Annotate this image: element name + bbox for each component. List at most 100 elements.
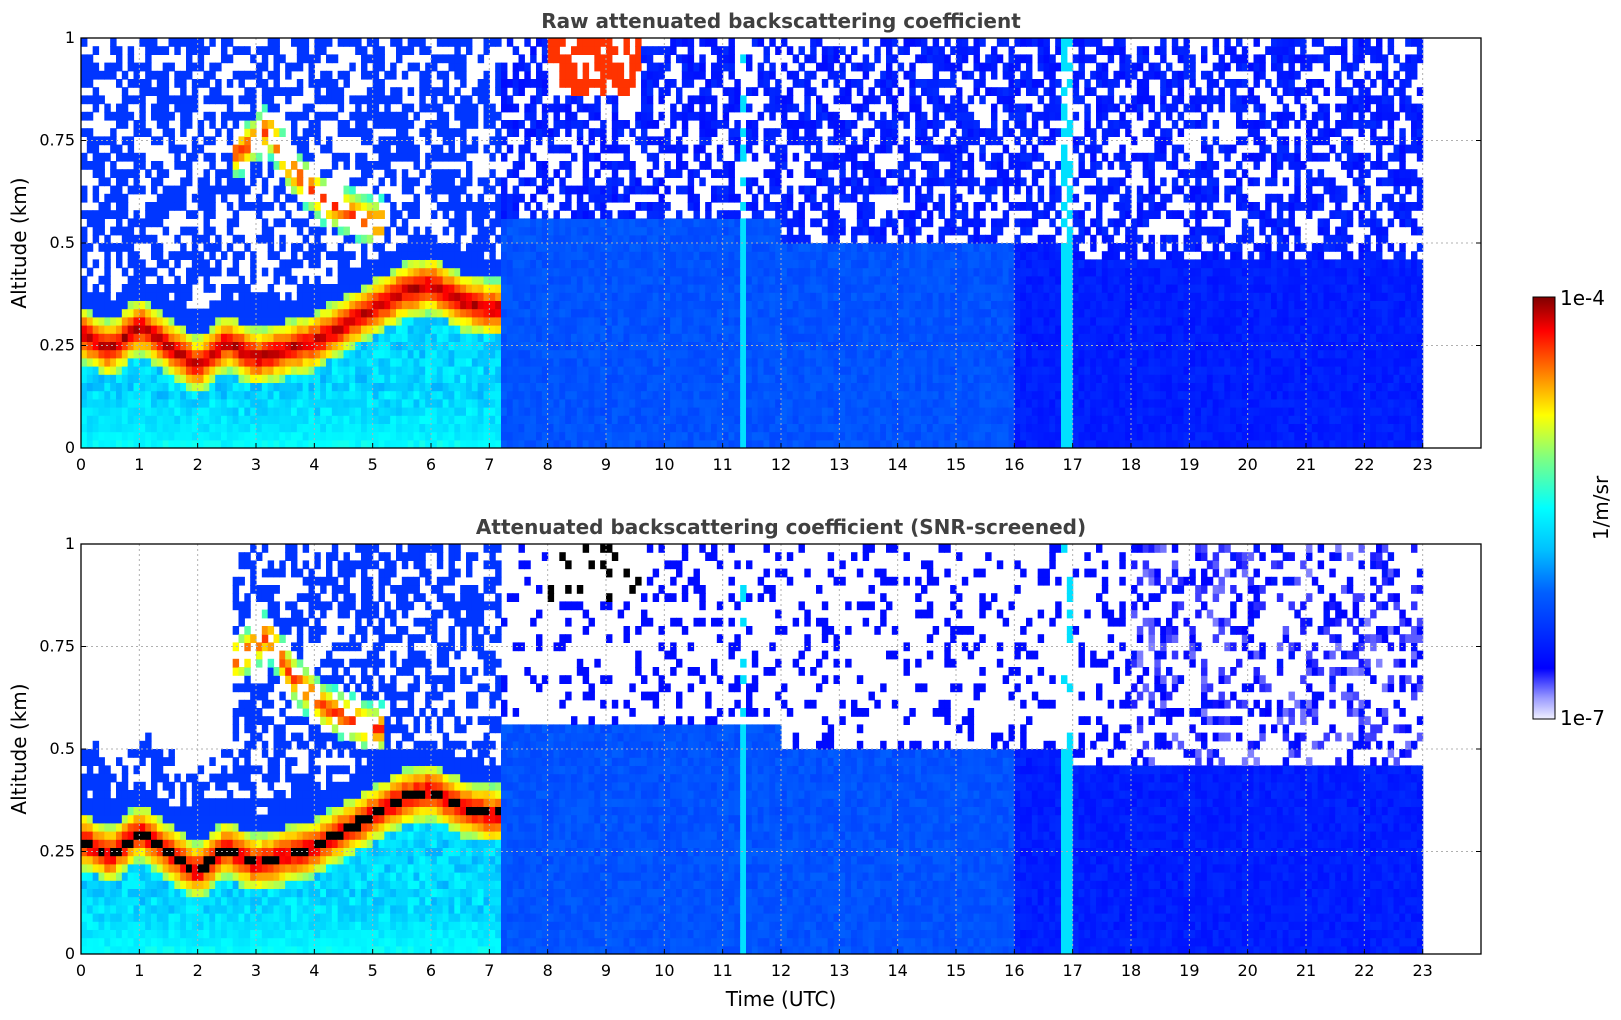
heatmap-cell	[594, 54, 601, 64]
heatmap-cell	[104, 300, 111, 310]
heatmap-cell	[553, 407, 560, 416]
heatmap-cell	[786, 193, 794, 203]
heatmap-cell	[483, 300, 490, 310]
heatmap-cell	[751, 193, 759, 203]
heatmap-cell	[740, 152, 747, 162]
heatmap-cell	[436, 54, 444, 64]
heatmap-cell	[209, 349, 216, 359]
heatmap-cell	[250, 431, 257, 441]
heatmap-cell	[588, 46, 595, 55]
heatmap-cell	[186, 431, 193, 441]
heatmap-cell	[174, 202, 181, 211]
heatmap-cell	[197, 308, 205, 318]
heatmap-cell	[320, 284, 327, 293]
heatmap-cell	[471, 349, 479, 359]
heatmap-cell	[705, 341, 712, 351]
heatmap-cell	[384, 316, 391, 326]
heatmap-cell	[746, 202, 753, 211]
heatmap-cell	[133, 284, 140, 293]
heatmap-cell	[670, 259, 677, 269]
heatmap-cell	[436, 374, 444, 383]
heatmap-cell	[232, 439, 240, 448]
heatmap-cell	[734, 308, 741, 318]
heatmap-cell	[209, 185, 216, 195]
heatmap-cell	[331, 382, 339, 392]
heatmap-cell	[261, 398, 269, 408]
heatmap-cell	[821, 390, 829, 400]
heatmap-cell	[699, 267, 706, 277]
heatmap-cell	[617, 87, 625, 96]
heatmap-cell	[162, 423, 170, 433]
heatmap-cell	[547, 415, 555, 424]
heatmap-cell	[448, 374, 455, 383]
heatmap-cell	[238, 111, 245, 121]
heatmap-cell	[839, 292, 846, 301]
heatmap-cell	[215, 415, 222, 424]
heatmap-cell	[232, 333, 240, 342]
heatmap-cell	[244, 407, 251, 416]
heatmap-cell	[296, 46, 304, 55]
heatmap-cell	[431, 251, 438, 260]
heatmap-cell	[530, 316, 537, 326]
heatmap-cell	[162, 390, 170, 400]
heatmap-cell	[763, 275, 770, 285]
heatmap-cell	[489, 259, 496, 269]
heatmap-cell	[681, 185, 689, 195]
heatmap-cell	[401, 70, 409, 80]
heatmap-cell	[740, 325, 747, 334]
heatmap-cell	[623, 218, 630, 228]
heatmap-cell	[460, 292, 467, 301]
heatmap-cell	[285, 111, 292, 121]
heatmap-cell	[681, 259, 689, 269]
heatmap-cell	[833, 325, 840, 334]
heatmap-cell	[740, 103, 747, 113]
heatmap-cell	[151, 87, 158, 96]
heatmap-cell	[209, 226, 216, 236]
heatmap-cell	[705, 87, 712, 96]
heatmap-cell	[396, 431, 403, 441]
heatmap-cell	[576, 38, 584, 47]
heatmap-cell	[343, 374, 350, 383]
heatmap-cell	[302, 46, 310, 55]
heatmap-cell	[133, 415, 140, 424]
heatmap-cell	[145, 210, 152, 219]
heatmap-cell	[530, 431, 537, 441]
heatmap-cell	[565, 185, 572, 195]
heatmap-cell	[250, 341, 257, 351]
heatmap-cell	[536, 120, 543, 129]
heatmap-cell	[180, 177, 187, 187]
heatmap-cell	[751, 300, 759, 310]
heatmap-cell	[804, 275, 811, 285]
heatmap-cell	[740, 54, 747, 64]
heatmap-cell	[156, 439, 164, 448]
heatmap-cell	[571, 234, 578, 244]
heatmap-cell	[693, 210, 700, 219]
heatmap-cell	[530, 54, 537, 64]
heatmap-cell	[571, 382, 578, 392]
heatmap-cell	[378, 46, 385, 55]
heatmap-cell	[711, 284, 718, 293]
heatmap-cell	[582, 161, 590, 170]
heatmap-cell	[232, 259, 240, 269]
heatmap-cell	[314, 202, 321, 211]
heatmap-cell	[763, 193, 770, 203]
heatmap-cell	[792, 218, 800, 228]
heatmap-cell	[641, 70, 648, 80]
heatmap-cell	[366, 136, 374, 146]
heatmap-cell	[477, 87, 485, 96]
heatmap-cell	[699, 357, 706, 367]
heatmap-cell	[407, 374, 415, 383]
heatmap-cell	[256, 70, 263, 80]
heatmap-cell	[361, 284, 368, 293]
heatmap-cell	[366, 374, 374, 383]
heatmap-cell	[186, 226, 193, 236]
heatmap-cell	[541, 54, 549, 64]
heatmap-cell	[582, 103, 590, 113]
heatmap-cell	[477, 79, 485, 88]
heatmap-cell	[617, 193, 625, 203]
heatmap-cell	[244, 243, 251, 252]
heatmap-cell	[197, 251, 205, 260]
heatmap-cell	[308, 357, 315, 367]
heatmap-cell	[431, 95, 438, 105]
heatmap-cell	[279, 390, 286, 400]
